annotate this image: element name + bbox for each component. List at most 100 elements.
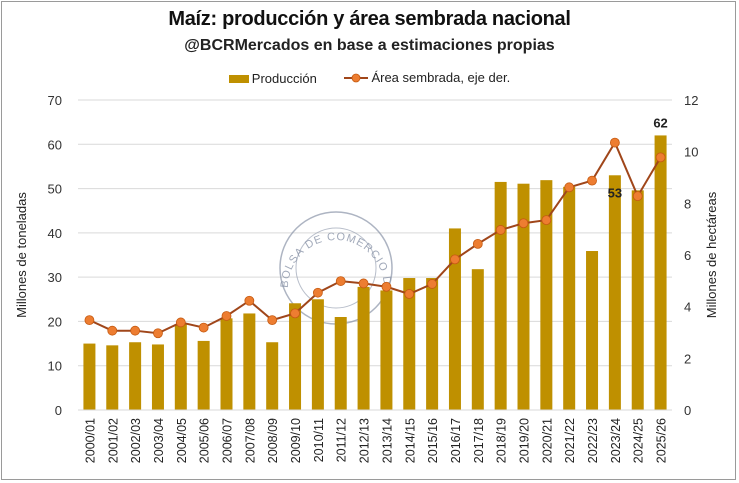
area-point-2018/19 xyxy=(495,225,506,235)
x-tick-label: 2000/01 xyxy=(83,418,97,463)
y-tick-label: 40 xyxy=(48,226,62,241)
y2-tick-label: 12 xyxy=(684,93,698,108)
y2-tick-label: 6 xyxy=(684,248,691,263)
area-point-2001/02 xyxy=(107,325,118,336)
x-tick-label: 2003/04 xyxy=(152,418,166,463)
x-tick-label: 2022/23 xyxy=(586,418,600,463)
bar-2011/12 xyxy=(334,317,347,410)
area-point-2010/11 xyxy=(312,287,323,298)
area-point-2024/25 xyxy=(632,191,643,202)
x-tick-label: 2023/24 xyxy=(609,418,623,463)
x-tick-label: 2014/15 xyxy=(403,418,417,463)
watermark-seal-inner xyxy=(295,227,377,309)
y-tick-label: 30 xyxy=(48,270,62,285)
area-point-2012/13 xyxy=(358,278,369,289)
bar-2013/14 xyxy=(380,290,393,410)
x-tick-label: 2013/14 xyxy=(380,418,394,463)
bar-2014/15 xyxy=(403,278,416,410)
x-tick-label: 2007/08 xyxy=(243,418,257,463)
y-tick-label: 0 xyxy=(55,403,62,418)
x-tick-label: 2001/02 xyxy=(106,418,120,463)
area-point-2016/17 xyxy=(450,254,460,265)
bar-2015/16 xyxy=(426,278,439,410)
bar-2017/18 xyxy=(471,269,484,410)
bar-2024/25 xyxy=(631,190,644,410)
bar-2018/19 xyxy=(494,181,507,410)
bar-2009/10 xyxy=(289,303,302,410)
x-tick-label: 2017/18 xyxy=(472,418,486,463)
area-point-2015/16 xyxy=(427,279,438,289)
area-point-2008/09 xyxy=(267,315,278,326)
bar-2019/20 xyxy=(517,183,530,410)
bar-2016/17 xyxy=(448,228,461,410)
legend-item-area: Área sembrada, eje der. xyxy=(344,70,510,85)
bar-2005/06 xyxy=(197,340,210,410)
area-point-2023/24 xyxy=(609,137,620,148)
bar-2022/23 xyxy=(586,251,599,410)
bar-2002/03 xyxy=(129,342,142,410)
x-tick-label: 2019/20 xyxy=(518,418,532,463)
area-point-2021/22 xyxy=(564,182,575,193)
area-point-2004/05 xyxy=(175,317,186,328)
x-tick-label: 2025/26 xyxy=(655,418,669,463)
y-tick-label: 10 xyxy=(48,359,62,374)
bar-2021/22 xyxy=(563,186,576,410)
y2-axis-label: Millones de hectáreas xyxy=(704,191,719,318)
area-point-2006/07 xyxy=(221,311,232,321)
x-tick-label: 2020/21 xyxy=(540,418,554,463)
chart-subtitle: @BCRMercados en base a estimaciones prop… xyxy=(184,37,555,54)
x-tick-label: 2009/10 xyxy=(289,418,303,463)
y2-tick-label: 10 xyxy=(684,145,698,160)
x-tick-label: 2021/22 xyxy=(563,418,577,463)
area-point-2020/21 xyxy=(541,215,552,226)
x-tick-label: 2010/11 xyxy=(312,418,326,462)
x-tick-label: 2016/17 xyxy=(449,418,463,463)
x-tick-label: 2024/25 xyxy=(632,418,646,463)
x-tick-label: 2018/19 xyxy=(495,418,509,463)
area-point-2005/06 xyxy=(198,322,209,333)
area-point-2013/14 xyxy=(381,281,392,292)
legend-label-produccion: Producción xyxy=(251,71,317,86)
legend: Producción Área sembrada, eje der. xyxy=(0,70,739,86)
area-point-2002/03 xyxy=(130,325,141,336)
x-tick-label: 2008/09 xyxy=(266,418,280,463)
chart-title: Maíz: producción y área sembrada naciona… xyxy=(168,8,571,30)
bar-2006/07 xyxy=(220,318,233,410)
data-label-2023/24: 53 xyxy=(608,185,622,200)
x-tick-label: 2002/03 xyxy=(129,418,143,463)
y-axis-label: Millones de toneladas xyxy=(14,192,29,318)
y-tick-label: 50 xyxy=(48,182,62,197)
y2-tick-label: 8 xyxy=(684,196,691,211)
bar-2000/01 xyxy=(83,343,96,410)
area-point-2019/20 xyxy=(518,218,529,229)
y2-tick-label: 4 xyxy=(684,300,691,315)
bar-2004/05 xyxy=(174,324,187,410)
area-point-2017/18 xyxy=(472,238,483,249)
y2-tick-label: 0 xyxy=(684,403,691,418)
bar-2001/02 xyxy=(106,345,119,410)
bar-2010/11 xyxy=(311,299,324,410)
area-point-2011/12 xyxy=(335,276,346,286)
legend-swatch-line xyxy=(344,73,369,82)
y-tick-label: 70 xyxy=(48,93,62,108)
legend-label-area: Área sembrada, eje der. xyxy=(371,70,511,85)
area-point-2000/01 xyxy=(84,315,95,326)
bar-2012/13 xyxy=(357,286,370,410)
x-tick-label: 2011/12 xyxy=(335,418,349,462)
x-tick-label: 2005/06 xyxy=(198,418,212,463)
bar-2007/08 xyxy=(243,313,256,410)
y-tick-label: 20 xyxy=(48,314,62,329)
bar-2008/09 xyxy=(266,342,279,410)
bar-2020/21 xyxy=(540,180,553,410)
x-tick-label: 2015/16 xyxy=(426,418,440,463)
legend-item-produccion: Producción xyxy=(228,71,317,86)
area-point-2007/08 xyxy=(244,295,255,306)
data-label-2025/26: 62 xyxy=(653,115,667,130)
y-tick-label: 60 xyxy=(48,137,62,152)
area-point-2009/10 xyxy=(290,308,300,319)
x-tick-label: 2004/05 xyxy=(175,418,189,463)
legend-swatch-bar xyxy=(228,74,249,83)
area-point-2003/04 xyxy=(153,328,163,339)
